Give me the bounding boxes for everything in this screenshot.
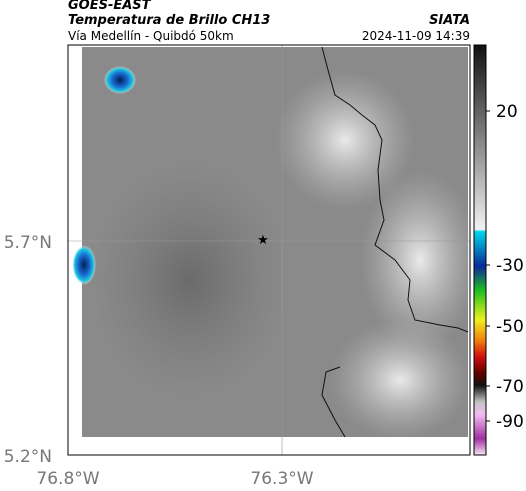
colorbar-label: -50 [496, 317, 524, 337]
title: GOES-EAST [68, 0, 152, 13]
colorbar-label: -70 [496, 377, 524, 397]
cloud-top [104, 66, 136, 94]
colorbar-label: -30 [496, 256, 524, 276]
product: Temperatura de Brillo CH13 [68, 13, 270, 28]
colorbar-ticks: 20 -30 -50 -70 -90 [486, 102, 524, 432]
x-label: 76.3°W [250, 469, 313, 489]
warm-area [275, 70, 415, 210]
warm-area [330, 320, 470, 440]
cold-area [90, 160, 290, 400]
timestamp: 2024-11-09 14:39 [362, 29, 470, 43]
map-panel: ★ [67, 44, 480, 456]
source: SIATA [429, 13, 470, 28]
warm-area [360, 170, 480, 350]
colorbar-label: -90 [496, 412, 524, 432]
boundary [321, 46, 469, 438]
frame [67, 44, 471, 456]
cloud-top [72, 245, 96, 285]
y-label: 5.2°N [4, 447, 52, 467]
y-label: 5.7°N [4, 233, 52, 253]
x-label: 76.8°W [36, 469, 99, 489]
colorbar-label: 20 [496, 102, 518, 122]
location-marker: ★ [257, 233, 269, 248]
colorbar [473, 44, 487, 456]
region: Vía Medellín - Quibdó 50km [68, 29, 234, 43]
